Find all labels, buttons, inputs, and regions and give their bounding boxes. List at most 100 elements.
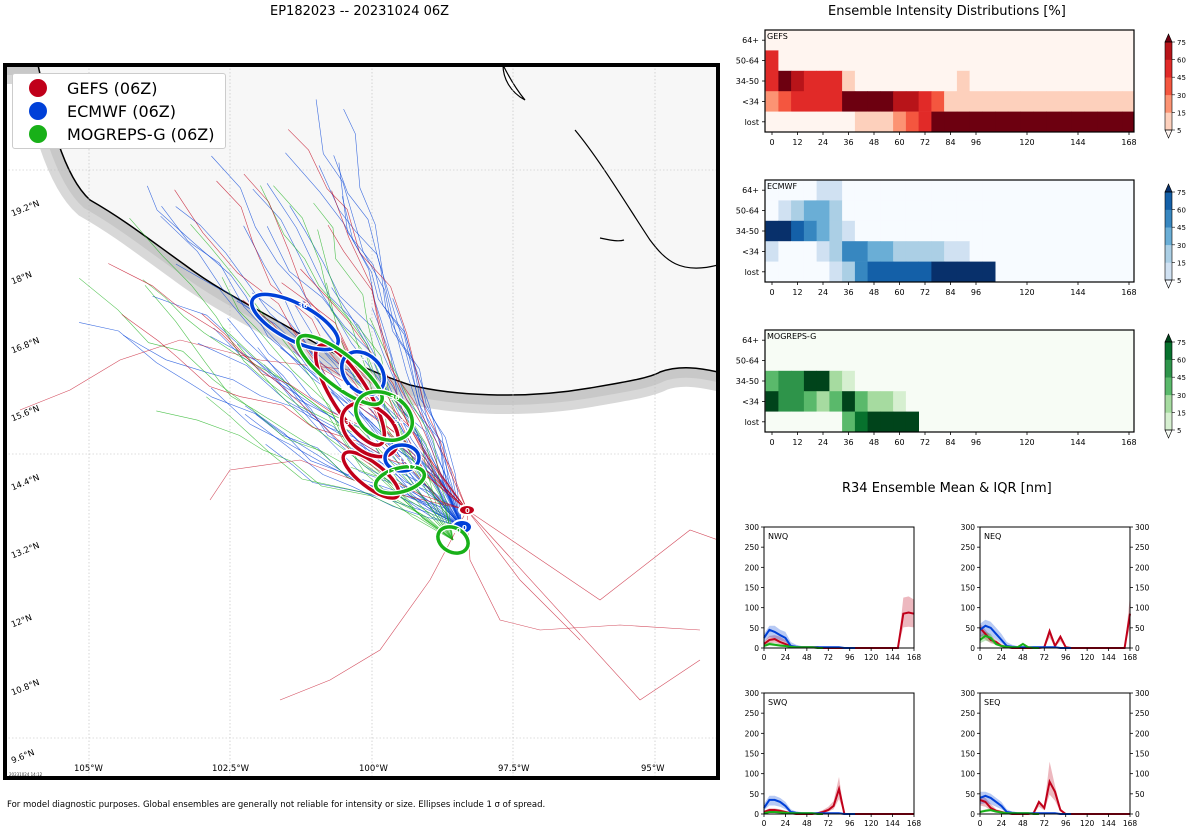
r34-nwq-plot: NWQ 0 50 100 150 200 250 300 0 24 48 72 96 120 144 168	[745, 523, 922, 662]
heatmap-cell	[842, 200, 856, 222]
colorbar-segment	[1165, 262, 1172, 281]
gefs-label-24: 24	[341, 384, 351, 392]
x-tick-label: 168	[907, 819, 922, 828]
heatmap-cell	[842, 411, 856, 433]
member-track	[331, 190, 468, 511]
y-tick-label-right: 0	[1135, 644, 1140, 653]
heatmap-cell	[854, 261, 868, 283]
heatmap-cell	[918, 111, 932, 133]
heatmap-cell	[829, 30, 843, 51]
heatmap-cell	[918, 220, 932, 242]
colorbar-frame	[1164, 341, 1173, 431]
heatmap-cell	[1084, 50, 1098, 72]
gefs-label-36: 36	[345, 419, 355, 427]
heatmap-cell	[842, 370, 856, 392]
x-tick-label: 60	[894, 288, 904, 297]
row-label: 64+	[742, 336, 759, 345]
heatmap-cell	[778, 30, 792, 51]
x-tick-label: 24	[997, 653, 1007, 662]
gefs-label-12: 12	[398, 456, 408, 464]
x-tick-label: 0	[769, 138, 774, 147]
x-tick-label: 168	[1121, 138, 1136, 147]
heatmap-cell	[880, 111, 894, 133]
heatmap-cell	[867, 91, 881, 112]
member-track	[156, 410, 454, 541]
heatmap-cell	[893, 261, 907, 283]
heatmap-cell	[854, 220, 868, 242]
member-track	[244, 405, 463, 528]
colorbar-label: 45	[1177, 74, 1186, 82]
colorbar-label: 45	[1177, 224, 1186, 232]
member-track	[318, 165, 463, 528]
heatmap-cell	[893, 180, 907, 201]
heatmap-cell	[829, 111, 843, 133]
heatmap-cell	[905, 111, 919, 133]
heatmap-cell	[829, 50, 843, 72]
heatmap-cell	[778, 241, 792, 262]
heatmap-cell	[867, 370, 881, 392]
heatmap-cell	[803, 411, 817, 433]
heatmap-cell	[1058, 30, 1072, 51]
ensemble-tracks	[19, 99, 718, 701]
y-tick-label: 150	[961, 750, 976, 759]
heatmap-cell	[969, 50, 983, 72]
heatmap-cell	[829, 241, 843, 262]
heatmap-cell	[867, 30, 881, 51]
heatmap-cell	[880, 220, 894, 242]
heatmap-cell	[867, 241, 881, 262]
heatmap-cell	[803, 350, 817, 372]
y-tick-label: 100	[961, 770, 976, 779]
x-tick-label: 0	[978, 819, 983, 828]
heatmap-cell	[956, 70, 970, 92]
heatmap-cell	[765, 50, 779, 72]
heatmap-cell	[956, 261, 970, 283]
row-label: <34	[742, 397, 759, 406]
heatmap-cell	[880, 411, 894, 433]
heatmap-cell	[918, 261, 932, 283]
heatmap-cell	[765, 370, 779, 392]
map-legend: GEFS (06Z) ECMWF (06Z) MOGREPS-G (06Z)	[12, 73, 226, 149]
timestamp: 20231024 14:12	[9, 772, 43, 777]
x-tick-label: 72	[824, 819, 834, 828]
heatmap-cell	[1058, 50, 1072, 72]
heatmap-cell	[956, 30, 970, 51]
heatmap-cell	[829, 411, 843, 433]
x-tick-label: 72	[1040, 653, 1050, 662]
quadrant-title: NEQ	[984, 532, 1001, 541]
heatmap-cell	[778, 370, 792, 392]
colorbar-extend	[1164, 183, 1173, 193]
x-tick-label: 120	[1019, 438, 1034, 447]
heatmap-cell	[791, 111, 805, 133]
x-tick-label: 84	[945, 288, 955, 297]
heatmap-cell	[816, 370, 830, 392]
colorbar-segment	[1165, 59, 1172, 78]
x-tick-label: 36	[843, 138, 853, 147]
heatmap-cell	[791, 70, 805, 92]
heatmap-cell	[854, 411, 868, 433]
track-map: 0 12 24 36 0 12 24 36 0 12 24 36	[3, 63, 720, 780]
colorbar-extend	[1164, 33, 1173, 43]
x-tick-label: 168	[1121, 438, 1136, 447]
heatmap-cell	[842, 220, 856, 242]
x-tick-label: 0	[762, 653, 767, 662]
heatmap-cell	[854, 330, 868, 351]
heatmap-cell	[893, 91, 907, 112]
heatmap-cell	[969, 91, 983, 112]
heatmap-cell	[829, 330, 843, 351]
heatmap-cell	[765, 91, 779, 112]
heatmap-cell	[816, 261, 830, 283]
heatmap-cell	[1058, 91, 1072, 112]
spread-ellipses	[248, 291, 476, 557]
heatmap-cell	[803, 91, 817, 112]
storm-title: EP182023 -- 20231024 06Z	[270, 4, 450, 19]
heatmap-cell	[791, 241, 805, 262]
colorbar-label: 75	[1177, 339, 1186, 347]
heatmap-cell	[816, 200, 830, 222]
heatmap-cell	[982, 50, 996, 72]
x-tick-label: 120	[864, 819, 879, 828]
gefs-ellipse-36	[339, 401, 401, 459]
heatmap-cell	[854, 180, 868, 201]
heatmap-cell	[956, 111, 970, 133]
heatmap-cell	[880, 241, 894, 262]
